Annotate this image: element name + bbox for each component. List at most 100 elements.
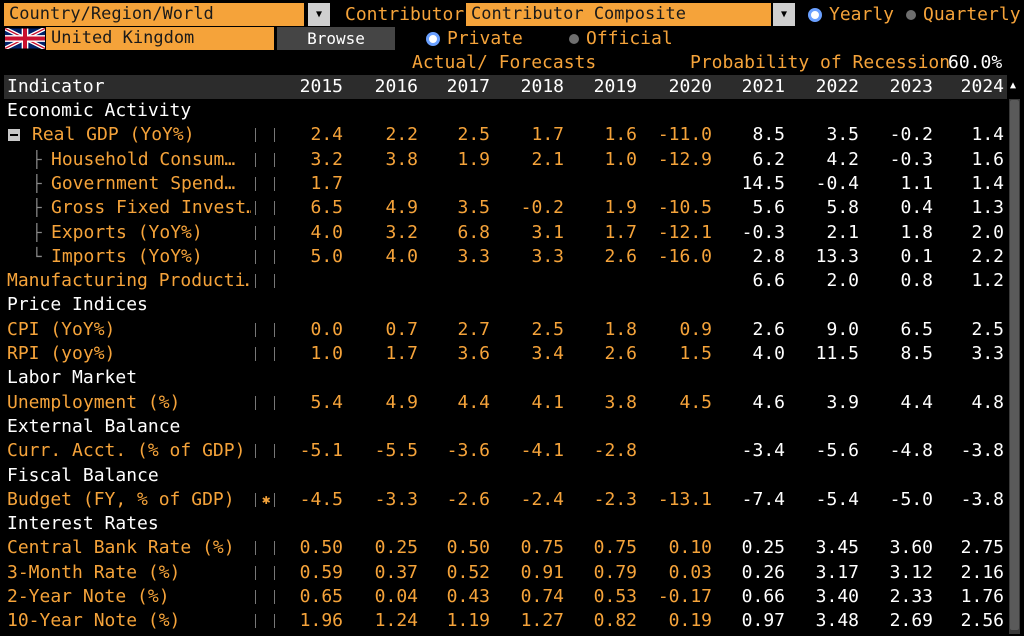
value-cell[interactable]: 1.96	[299, 610, 343, 632]
value-cell[interactable]: 0.0	[310, 318, 343, 340]
table-row[interactable]: 0.50 0.25 0.50 0.75 0.75 0.10 0.25 3.45 3.60 2.75…	[4, 536, 1007, 560]
value-cell[interactable]: 0.25	[741, 537, 785, 559]
table-row[interactable]: ├ 4.0 3.2 6.8 3.1 1.7 -12.1 -0.3 2.1 1.8 2.0 Export…	[4, 221, 1007, 245]
value-cell[interactable]: 0.8	[900, 270, 933, 292]
value-cell[interactable]: 0.75	[593, 537, 637, 559]
value-cell[interactable]: -2.8	[593, 440, 637, 462]
value-cell[interactable]: 2.0	[826, 270, 859, 292]
value-cell[interactable]: -0.2	[889, 124, 933, 146]
value-cell[interactable]: -3.8	[960, 488, 1004, 510]
value-cell[interactable]: 5.8	[826, 197, 859, 219]
value-cell[interactable]: 1.0	[310, 343, 343, 364]
value-cell[interactable]: 1.19	[446, 610, 490, 632]
value-cell[interactable]: -2.4	[520, 488, 564, 510]
value-cell[interactable]: 1.8	[900, 221, 933, 243]
value-cell[interactable]: -3.8	[960, 440, 1004, 462]
value-cell[interactable]: 0.52	[446, 561, 490, 583]
value-cell[interactable]: 2.4	[310, 124, 343, 146]
value-cell[interactable]: 2.16	[960, 561, 1004, 583]
value-cell[interactable]: 2.5	[457, 124, 490, 146]
value-cell[interactable]: 8.5	[752, 124, 785, 146]
value-cell[interactable]: 0.26	[741, 561, 785, 583]
value-cell[interactable]: 2.0	[971, 221, 1004, 243]
value-cell[interactable]: 1.7	[531, 124, 564, 146]
value-cell[interactable]: 1.8	[604, 318, 637, 340]
value-cell[interactable]: 3.9	[826, 391, 859, 413]
value-cell[interactable]: 6.6	[752, 270, 785, 292]
value-cell[interactable]: 5.0	[310, 245, 343, 267]
value-cell[interactable]: 2.2	[385, 124, 418, 146]
value-cell[interactable]: 4.8	[971, 391, 1004, 413]
value-cell[interactable]: 0.97	[741, 610, 785, 632]
value-cell[interactable]: 0.37	[374, 561, 418, 583]
table-row[interactable]: 1.96 1.24 1.19 1.27 0.82 0.19 0.97 3.48 2.69 2.56…	[4, 609, 1007, 633]
value-cell[interactable]: 0.82	[593, 610, 637, 632]
value-cell[interactable]: -7.4	[741, 488, 785, 510]
value-cell[interactable]: -12.9	[657, 148, 712, 170]
radio-private[interactable]: Private	[426, 27, 523, 50]
value-cell[interactable]: 3.60	[889, 537, 933, 559]
browse-button[interactable]: Browse	[277, 27, 395, 50]
value-cell[interactable]: 1.4	[971, 172, 1004, 194]
value-cell[interactable]: 1.7	[310, 172, 343, 194]
value-cell[interactable]: 1.76	[960, 586, 1004, 607]
value-cell[interactable]: 0.25	[374, 537, 418, 559]
value-cell[interactable]: -5.4	[815, 488, 859, 510]
value-cell[interactable]: 4.5	[679, 391, 712, 413]
value-cell[interactable]: 11.5	[815, 343, 859, 364]
contributor-dropdown-button[interactable]: ▼	[773, 3, 795, 26]
value-cell[interactable]: 3.3	[457, 245, 490, 267]
value-cell[interactable]: 2.2	[971, 245, 1004, 267]
value-cell[interactable]: 0.1	[900, 245, 933, 267]
value-cell[interactable]: 0.74	[520, 586, 564, 607]
value-cell[interactable]: 9.0	[826, 318, 859, 340]
value-cell[interactable]: 3.5	[457, 197, 490, 219]
value-cell[interactable]: 6.8	[457, 221, 490, 243]
value-cell[interactable]: 0.03	[668, 561, 712, 583]
value-cell[interactable]: 5.4	[310, 391, 343, 413]
table-row[interactable]: ├ 3.2 3.8 1.9 2.1 1.0 -12.9 6.2 4.2 -0.3 1.6 Househ…	[4, 148, 1007, 172]
table-row[interactable]: 0.65 0.04 0.43 0.74 0.53 -0.17 0.66 3.40 2.33 1.7…	[4, 585, 1007, 609]
value-cell[interactable]: 0.7	[385, 318, 418, 340]
contributor-select[interactable]: Contributor Composite	[466, 3, 771, 26]
indicator-column-header[interactable]: Indicator	[7, 76, 105, 97]
value-cell[interactable]: 0.4	[900, 197, 933, 219]
value-cell[interactable]: 0.79	[593, 561, 637, 583]
year-column-header[interactable]: 2022	[815, 76, 859, 97]
value-cell[interactable]: 3.5	[826, 124, 859, 146]
radio-yearly[interactable]: Yearly	[808, 3, 894, 26]
table-row[interactable]: 1.0 1.7 3.6 3.4 2.6 1.5 4.0 11.5 8.5 3.3 RPI (yoy%…	[4, 342, 1007, 366]
table-row[interactable]: 0.0 0.7 2.7 2.5 1.8 0.9 2.6 9.0 6.5 2.5 CPI (YoY%)	[4, 318, 1007, 342]
value-cell[interactable]: 4.9	[385, 391, 418, 413]
value-cell[interactable]: 1.3	[971, 197, 1004, 219]
value-cell[interactable]: 0.50	[446, 537, 490, 559]
value-cell[interactable]: 2.6	[604, 245, 637, 267]
value-cell[interactable]: 4.9	[385, 197, 418, 219]
value-cell[interactable]: 2.75	[960, 537, 1004, 559]
year-column-header[interactable]: 2020	[668, 76, 712, 97]
value-cell[interactable]: 1.4	[971, 124, 1004, 146]
year-column-header[interactable]: 2024	[960, 76, 1004, 97]
year-column-header[interactable]: 2015	[299, 76, 343, 97]
value-cell[interactable]: -10.5	[657, 197, 712, 219]
note-star-icon[interactable]: ✱	[262, 491, 271, 508]
value-cell[interactable]: 3.40	[815, 586, 859, 607]
table-row[interactable]: └ 5.0 4.0 3.3 3.3 2.6 -16.0 2.8 13.3 0.1 2.2 Import…	[4, 245, 1007, 269]
value-cell[interactable]: 1.7	[385, 343, 418, 364]
value-cell[interactable]: 0.65	[299, 586, 343, 607]
table-row[interactable]: 0.59 0.37 0.52 0.91 0.79 0.03 0.26 3.17 3.12 2.16…	[4, 561, 1007, 585]
collapse-icon[interactable]	[8, 129, 20, 142]
value-cell[interactable]: -4.8	[889, 440, 933, 462]
table-row[interactable]: ├ 6.5 4.9 3.5 -0.2 1.9 -10.5 5.6 5.8 0.4 1.3 Gross …	[4, 196, 1007, 220]
value-cell[interactable]: -0.3	[889, 148, 933, 170]
value-cell[interactable]: -5.5	[374, 440, 418, 462]
country-dropdown-button[interactable]: ▼	[308, 3, 330, 26]
value-cell[interactable]: -5.0	[889, 488, 933, 510]
value-cell[interactable]: 2.6	[752, 318, 785, 340]
value-cell[interactable]: 3.2	[385, 221, 418, 243]
value-cell[interactable]: 3.2	[310, 148, 343, 170]
value-cell[interactable]: 4.4	[900, 391, 933, 413]
value-cell[interactable]: -0.17	[657, 586, 712, 607]
value-cell[interactable]: 1.27	[520, 610, 564, 632]
value-cell[interactable]: 0.75	[520, 537, 564, 559]
